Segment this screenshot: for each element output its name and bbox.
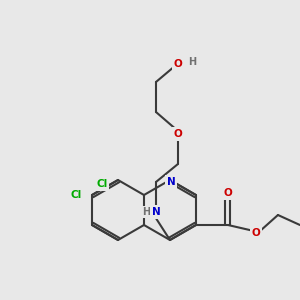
Text: Cl: Cl <box>70 190 82 200</box>
Text: H: H <box>142 207 150 217</box>
Text: N: N <box>167 177 175 187</box>
Text: N: N <box>152 207 160 217</box>
Text: O: O <box>174 129 182 139</box>
Text: O: O <box>174 59 182 69</box>
Text: O: O <box>224 188 232 198</box>
Text: O: O <box>252 228 260 238</box>
Text: H: H <box>188 57 196 67</box>
Text: Cl: Cl <box>96 179 108 189</box>
